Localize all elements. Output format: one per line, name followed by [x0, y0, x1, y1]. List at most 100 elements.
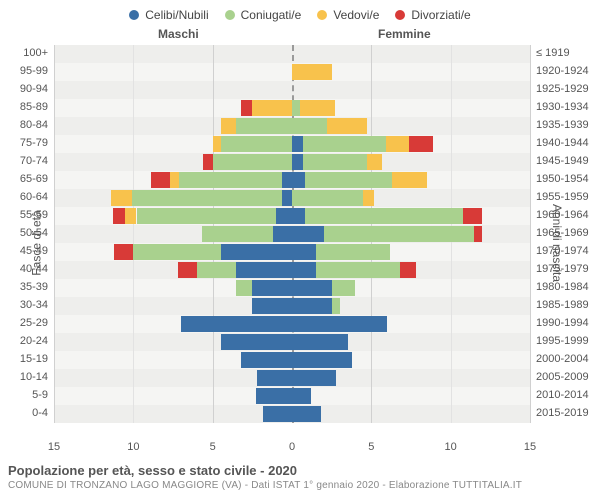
year-label: 1955-1959 [536, 191, 589, 203]
bar-segment [367, 154, 383, 170]
bar-segment [392, 172, 427, 188]
legend-swatch [225, 10, 235, 20]
chart-subtitle: COMUNE DI TRONZANO LAGO MAGGIORE (VA) - … [8, 480, 592, 491]
bar-segment [305, 208, 464, 224]
x-tick: 5 [203, 441, 223, 453]
bar-segment [292, 280, 332, 296]
age-label: 95-99 [8, 65, 48, 77]
bar-segment [292, 352, 352, 368]
year-label: 1930-1934 [536, 101, 589, 113]
bar-segment [363, 190, 374, 206]
x-tick: 15 [520, 441, 540, 453]
bar-segment [332, 280, 356, 296]
bar-segment [292, 226, 324, 242]
age-label: 5-9 [8, 389, 48, 401]
bar-segment [324, 226, 475, 242]
legend: Celibi/Nubili Coniugati/e Vedovi/e Divorzia… [8, 8, 592, 23]
bar-segment [114, 244, 133, 260]
age-label: 45-49 [8, 245, 48, 257]
year-label: 2015-2019 [536, 407, 589, 419]
x-tick: 10 [441, 441, 461, 453]
gridline [54, 45, 55, 423]
year-label: 2005-2009 [536, 371, 589, 383]
bar-segment [463, 208, 482, 224]
legend-item: Divorziati/e [395, 8, 470, 22]
year-label: 1960-1964 [536, 209, 589, 221]
age-label: 100+ [8, 47, 48, 59]
age-label: 15-19 [8, 353, 48, 365]
bar-segment [179, 172, 282, 188]
year-label: 1990-1994 [536, 317, 589, 329]
age-label: 25-29 [8, 317, 48, 329]
pyramid-chart: Fasce di età Anni di nascita 100+≤ 19199… [8, 45, 592, 441]
bar-segment [241, 352, 292, 368]
bar-segment [221, 118, 237, 134]
bar-segment [409, 136, 433, 152]
age-label: 90-94 [8, 83, 48, 95]
bar-segment [213, 154, 292, 170]
bar-segment [221, 244, 292, 260]
bar-segment [113, 208, 126, 224]
bar-segment [197, 262, 237, 278]
bar-segment [137, 208, 277, 224]
bar-segment [316, 262, 400, 278]
age-label: 20-24 [8, 335, 48, 347]
year-label: 1925-1929 [536, 83, 589, 95]
chart-title: Popolazione per età, sesso e stato civil… [8, 463, 592, 478]
bar-segment [292, 118, 327, 134]
bar-segment [276, 208, 292, 224]
bar-segment [292, 172, 305, 188]
bar-segment [221, 136, 292, 152]
x-tick: 5 [361, 441, 381, 453]
year-label: 1945-1949 [536, 155, 589, 167]
bar-segment [386, 136, 410, 152]
bar-segment [292, 244, 316, 260]
bar-segment [236, 280, 252, 296]
year-label: 2000-2004 [536, 353, 589, 365]
bar-segment [241, 100, 252, 116]
age-label: 0-4 [8, 407, 48, 419]
bar-segment [178, 262, 197, 278]
bar-segment [257, 370, 292, 386]
label-male: Maschi [158, 27, 199, 41]
bar-segment [236, 262, 292, 278]
bar-segment [292, 406, 321, 422]
bar-segment [252, 298, 292, 314]
year-label: 1950-1954 [536, 173, 589, 185]
age-label: 75-79 [8, 137, 48, 149]
age-label: 40-44 [8, 263, 48, 275]
age-label: 55-59 [8, 209, 48, 221]
x-tick: 10 [123, 441, 143, 453]
bar-segment [292, 370, 336, 386]
bar-segment [292, 262, 316, 278]
bar-segment [252, 280, 292, 296]
plot-area [54, 45, 530, 441]
bar-segment [133, 244, 220, 260]
bar-segment [263, 406, 292, 422]
legend-label: Coniugati/e [241, 8, 302, 22]
bar-segment [327, 118, 367, 134]
year-label: 1995-1999 [536, 335, 589, 347]
age-label: 50-54 [8, 227, 48, 239]
bar-segment [292, 334, 348, 350]
age-label: 70-74 [8, 155, 48, 167]
year-label: 1975-1979 [536, 263, 589, 275]
subheader: Maschi Femmine [8, 27, 592, 43]
bar-segment [292, 190, 363, 206]
legend-swatch [395, 10, 405, 20]
legend-item: Vedovi/e [317, 8, 379, 22]
bar-segment [303, 136, 386, 152]
bar-segment [305, 172, 392, 188]
age-label: 10-14 [8, 371, 48, 383]
year-label: 1980-1984 [536, 281, 589, 293]
bar-segment [292, 136, 303, 152]
x-tick: 15 [44, 441, 64, 453]
legend-label: Celibi/Nubili [145, 8, 208, 22]
bar-segment [170, 172, 180, 188]
bar-segment [316, 244, 391, 260]
bar-segment [181, 316, 292, 332]
bar-segment [282, 190, 292, 206]
age-label: 65-69 [8, 173, 48, 185]
x-axis: 15105051015 [54, 441, 530, 457]
bar-segment [292, 154, 303, 170]
